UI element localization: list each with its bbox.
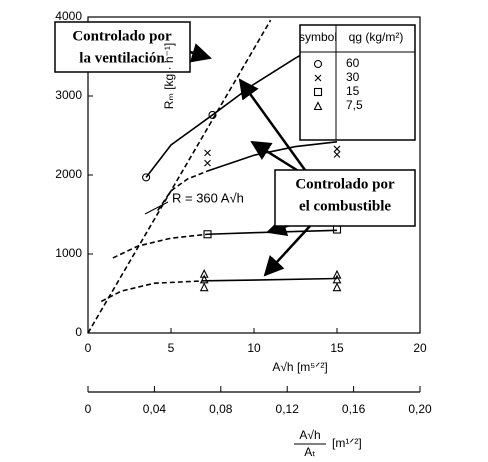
x2-label-denominator: Aₜ xyxy=(304,445,316,459)
annotation-box xyxy=(54,21,191,73)
arrow xyxy=(238,78,307,171)
curve xyxy=(112,233,208,259)
x2-label-unit: [m¹ᐟ²] xyxy=(332,436,362,450)
arrow xyxy=(189,43,212,63)
legend-header: symbol xyxy=(299,30,337,44)
annotation: la ventilación xyxy=(79,50,165,66)
x-tick-label: 15 xyxy=(330,341,344,355)
curve xyxy=(207,141,338,172)
point xyxy=(199,282,209,292)
legend-item: 7,5 xyxy=(313,98,363,112)
legend-symbol xyxy=(313,87,323,97)
legend-label: 7,5 xyxy=(346,98,363,112)
point xyxy=(333,151,341,158)
point xyxy=(204,159,211,167)
legend-item: 15 xyxy=(313,84,360,98)
x2-tick-label: 0,20 xyxy=(408,402,432,416)
annotation: Controlado por xyxy=(72,28,172,44)
legend-item: 60 xyxy=(313,56,360,70)
point xyxy=(332,225,342,234)
annotation: el combustible xyxy=(299,198,391,214)
x2-tick-label: 0,16 xyxy=(342,402,366,416)
point xyxy=(208,110,217,120)
y-tick-label: 2000 xyxy=(55,167,82,181)
legend-item: 30 xyxy=(314,70,360,84)
y-tick-label: 4000 xyxy=(55,9,82,23)
annotation: Controlado por xyxy=(295,176,395,192)
annotation-box xyxy=(274,169,416,227)
legend-label: 30 xyxy=(346,70,360,84)
legend-box xyxy=(299,24,416,141)
point xyxy=(333,145,341,153)
arrow xyxy=(250,140,301,174)
x2-tick-label: 0,12 xyxy=(276,402,300,416)
x2-tick-label: 0,04 xyxy=(143,402,167,416)
annotations: Controlado por la ventilación Controlado p… xyxy=(72,28,395,214)
legend-label: 60 xyxy=(346,56,360,70)
annotation: R = 360 A√h xyxy=(172,190,244,205)
point xyxy=(142,173,151,182)
x-tick-label: 10 xyxy=(247,341,261,355)
legend-symbol xyxy=(313,101,323,111)
x-tick-label: 0 xyxy=(85,341,92,355)
x2-label-numerator: A√h xyxy=(299,428,320,442)
x2-tick-label: 0 xyxy=(85,402,92,416)
point xyxy=(199,269,209,278)
x-tick-label: 5 xyxy=(168,341,175,355)
leader-line xyxy=(144,201,169,215)
curve xyxy=(87,19,272,334)
legend-label: 15 xyxy=(346,84,360,98)
x-tick-label: 20 xyxy=(413,341,427,355)
y-axis-label: Rₘ [kg · h⁻¹] xyxy=(162,43,176,110)
y-tick-label: 1000 xyxy=(55,246,82,260)
y-tick-label: 0 xyxy=(75,325,82,339)
point xyxy=(204,149,211,157)
curve xyxy=(204,277,338,282)
legend-header: qg (kg/m²) xyxy=(349,30,404,44)
point xyxy=(332,282,342,292)
legend-symbol xyxy=(314,74,322,82)
point xyxy=(203,230,212,239)
curve xyxy=(100,280,205,303)
x2-tick-label: 0,08 xyxy=(209,402,233,416)
y-tick-label: 3000 xyxy=(55,88,82,102)
point xyxy=(332,269,342,279)
x-axis-label: A√h [m⁵ᐟ²] xyxy=(272,360,327,374)
curve xyxy=(207,229,338,236)
arrow xyxy=(263,225,311,277)
legend-symbol xyxy=(313,59,323,69)
curve xyxy=(157,170,208,211)
